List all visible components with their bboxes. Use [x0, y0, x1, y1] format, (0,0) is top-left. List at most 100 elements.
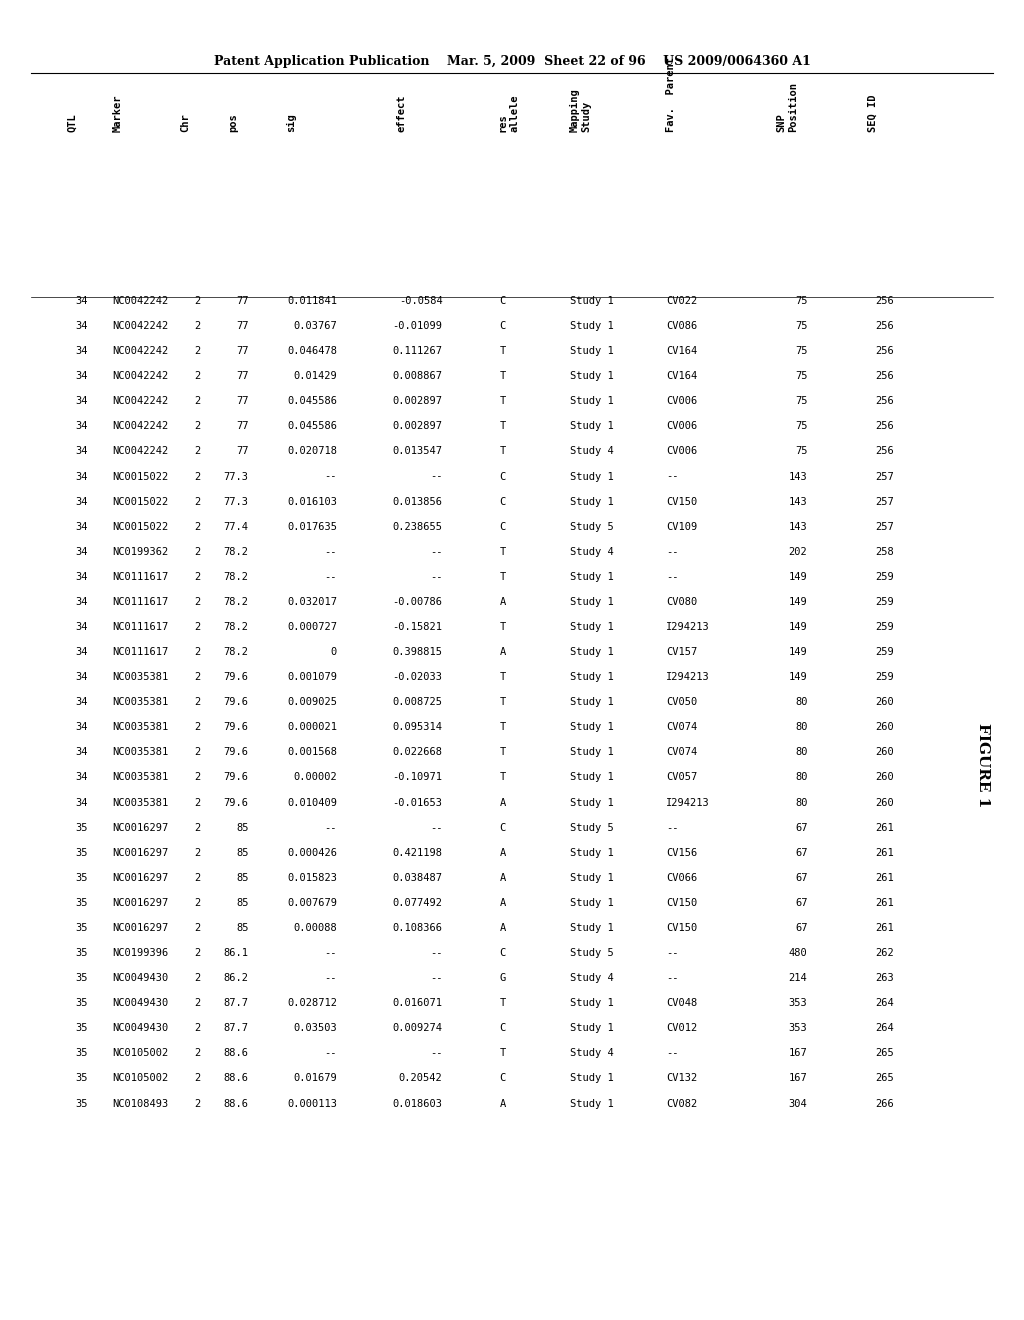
Text: 77: 77 [236, 396, 249, 407]
Text: 261: 261 [874, 847, 894, 858]
Text: NC0035381: NC0035381 [113, 722, 169, 733]
Text: NC0016297: NC0016297 [113, 923, 169, 933]
Text: 34: 34 [76, 296, 88, 306]
Text: Study 1: Study 1 [569, 346, 613, 356]
Text: I294213: I294213 [666, 797, 710, 808]
Text: 34: 34 [76, 471, 88, 482]
Text: 0.01429: 0.01429 [293, 371, 337, 381]
Text: 261: 261 [874, 822, 894, 833]
Text: 261: 261 [874, 873, 894, 883]
Text: Patent Application Publication    Mar. 5, 2009  Sheet 22 of 96    US 2009/006436: Patent Application Publication Mar. 5, 2… [214, 55, 810, 69]
Text: NC0015022: NC0015022 [113, 521, 169, 532]
Text: 256: 256 [874, 371, 894, 381]
Text: NC0049430: NC0049430 [113, 998, 169, 1008]
Text: 77.3: 77.3 [223, 471, 249, 482]
Text: Study 1: Study 1 [569, 1073, 613, 1084]
Text: 80: 80 [795, 697, 807, 708]
Text: 34: 34 [76, 622, 88, 632]
Text: 259: 259 [874, 572, 894, 582]
Text: 256: 256 [874, 421, 894, 432]
Text: T: T [500, 396, 506, 407]
Text: NC0049430: NC0049430 [113, 1023, 169, 1034]
Text: 265: 265 [874, 1048, 894, 1059]
Text: 0.108366: 0.108366 [392, 923, 442, 933]
Text: Study 4: Study 4 [569, 1048, 613, 1059]
Text: C: C [500, 471, 506, 482]
Text: --: -- [430, 1048, 442, 1059]
Text: Study 1: Study 1 [569, 421, 613, 432]
Text: NC0105002: NC0105002 [113, 1073, 169, 1084]
Text: 0.017635: 0.017635 [287, 521, 337, 532]
Text: 353: 353 [788, 998, 807, 1008]
Text: --: -- [430, 973, 442, 983]
Text: Study 4: Study 4 [569, 446, 613, 457]
Text: 86.2: 86.2 [223, 973, 249, 983]
Text: 259: 259 [874, 672, 894, 682]
Text: NC0042242: NC0042242 [113, 346, 169, 356]
Text: Study 1: Study 1 [569, 873, 613, 883]
Text: NC0015022: NC0015022 [113, 471, 169, 482]
Text: 257: 257 [874, 496, 894, 507]
Text: NC0199396: NC0199396 [113, 948, 169, 958]
Text: C: C [500, 1023, 506, 1034]
Text: T: T [500, 772, 506, 783]
Text: --: -- [666, 572, 679, 582]
Text: 75: 75 [795, 421, 807, 432]
Text: 78.2: 78.2 [223, 546, 249, 557]
Text: 0.00088: 0.00088 [293, 923, 337, 933]
Text: NC0042242: NC0042242 [113, 396, 169, 407]
Text: 0.013856: 0.013856 [392, 496, 442, 507]
Text: 0.046478: 0.046478 [287, 346, 337, 356]
Text: 0.01679: 0.01679 [293, 1073, 337, 1084]
Text: 35: 35 [76, 923, 88, 933]
Text: 87.7: 87.7 [223, 1023, 249, 1034]
Text: -0.10971: -0.10971 [392, 772, 442, 783]
Text: -0.01099: -0.01099 [392, 321, 442, 331]
Text: 85: 85 [236, 873, 249, 883]
Text: -0.15821: -0.15821 [392, 622, 442, 632]
Text: 149: 149 [788, 572, 807, 582]
Text: 2: 2 [195, 822, 201, 833]
Text: 0.001568: 0.001568 [287, 747, 337, 758]
Text: --: -- [325, 572, 337, 582]
Text: 2: 2 [195, 622, 201, 632]
Text: 0.009274: 0.009274 [392, 1023, 442, 1034]
Text: 260: 260 [874, 797, 894, 808]
Text: 2: 2 [195, 797, 201, 808]
Text: 2: 2 [195, 647, 201, 657]
Text: T: T [500, 446, 506, 457]
Text: 34: 34 [76, 446, 88, 457]
Text: 0.011841: 0.011841 [287, 296, 337, 306]
Text: NC0105002: NC0105002 [113, 1048, 169, 1059]
Text: 34: 34 [76, 546, 88, 557]
Text: 34: 34 [76, 421, 88, 432]
Text: --: -- [325, 948, 337, 958]
Text: Study 5: Study 5 [569, 822, 613, 833]
Text: NC0111617: NC0111617 [113, 622, 169, 632]
Text: CV074: CV074 [666, 722, 697, 733]
Text: 0.038487: 0.038487 [392, 873, 442, 883]
Text: CV074: CV074 [666, 747, 697, 758]
Text: CV150: CV150 [666, 898, 697, 908]
Text: 2: 2 [195, 1048, 201, 1059]
Text: A: A [500, 898, 506, 908]
Text: T: T [500, 747, 506, 758]
Text: NC0042242: NC0042242 [113, 446, 169, 457]
Text: 34: 34 [76, 496, 88, 507]
Text: A: A [500, 797, 506, 808]
Text: 480: 480 [788, 948, 807, 958]
Text: NC0042242: NC0042242 [113, 371, 169, 381]
Text: Study 1: Study 1 [569, 672, 613, 682]
Text: CV022: CV022 [666, 296, 697, 306]
Text: 259: 259 [874, 647, 894, 657]
Text: 0.032017: 0.032017 [287, 597, 337, 607]
Text: 2: 2 [195, 672, 201, 682]
Text: 79.6: 79.6 [223, 697, 249, 708]
Text: Study 1: Study 1 [569, 647, 613, 657]
Text: 88.6: 88.6 [223, 1073, 249, 1084]
Text: 149: 149 [788, 597, 807, 607]
Text: 2: 2 [195, 471, 201, 482]
Text: 262: 262 [874, 948, 894, 958]
Text: 79.6: 79.6 [223, 722, 249, 733]
Text: CV082: CV082 [666, 1098, 697, 1109]
